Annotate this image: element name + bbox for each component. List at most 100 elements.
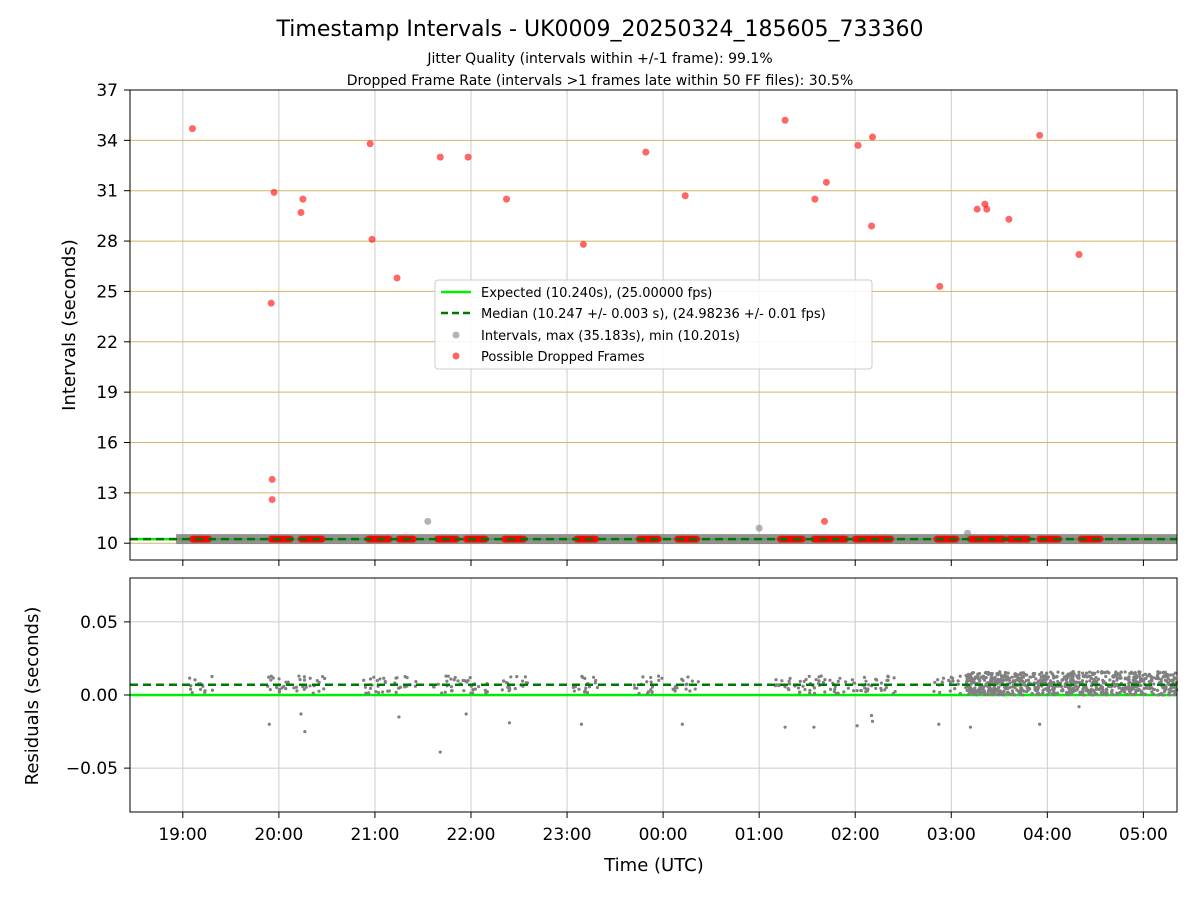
residual-point [368, 677, 373, 681]
residual-point [1047, 681, 1051, 686]
residual-point [585, 691, 590, 695]
residual-point [1081, 671, 1085, 675]
residual-point [852, 681, 856, 685]
residual-point [976, 675, 980, 679]
residual-point [936, 678, 940, 682]
residual-point [1111, 692, 1115, 697]
residual-point [656, 674, 661, 678]
residual-point [507, 689, 511, 693]
residual-point [681, 678, 685, 683]
residual-point [1136, 688, 1140, 692]
residual-point [302, 678, 307, 682]
residual-point [1133, 692, 1137, 696]
dropped-point [854, 141, 862, 149]
residual-point [967, 691, 972, 695]
residual-point [1030, 692, 1034, 696]
residual-point [1138, 680, 1142, 684]
legend-dropped-marker [452, 352, 460, 360]
residual-point [1037, 692, 1042, 697]
interval-point [964, 529, 972, 537]
residual-point [298, 678, 302, 682]
residual-point [1159, 678, 1163, 682]
residual-point [591, 675, 596, 679]
residual-point [893, 689, 897, 694]
residual-point [1013, 686, 1017, 690]
residual-point [997, 679, 1001, 683]
residual-point [874, 677, 878, 681]
bottom-y-axis-label: Residuals (seconds) [22, 607, 43, 786]
residual-point [1150, 690, 1154, 694]
residual-outlier [299, 712, 303, 716]
residual-point [787, 682, 792, 686]
residual-outlier [303, 729, 307, 734]
residual-point [304, 685, 308, 689]
residual-point [500, 688, 504, 692]
residual-point [1065, 675, 1069, 679]
residual-point [1154, 676, 1158, 681]
residual-point [838, 676, 842, 680]
residual-point [1018, 672, 1023, 676]
plot-frame [129, 89, 1178, 561]
residual-point [286, 680, 290, 684]
residual-point [932, 689, 936, 693]
residual-point [513, 687, 517, 691]
dropped-point [811, 195, 819, 203]
residual-point [802, 679, 806, 684]
y-tick-label: 25 [96, 282, 118, 302]
residual-point [879, 681, 884, 685]
residual-point [376, 691, 381, 695]
y-tick-label: 22 [96, 333, 118, 353]
residual-point [828, 678, 832, 682]
residual-point [956, 679, 960, 683]
residual-point [1011, 680, 1015, 684]
residual-point [1071, 670, 1075, 674]
y-tick-label: 19 [96, 383, 118, 403]
residual-point [981, 686, 985, 690]
residual-point [1045, 692, 1049, 697]
residual-point [1171, 673, 1175, 677]
residual-point [269, 678, 273, 682]
x-tick-label: 02:00 [831, 825, 880, 845]
residual-point [1101, 678, 1105, 682]
residual-point [1134, 688, 1138, 692]
residual-point [1119, 676, 1123, 680]
residual-point [295, 689, 299, 693]
residual-point [198, 687, 203, 692]
residual-point [1069, 678, 1073, 682]
residual-point [1041, 691, 1045, 695]
residual-point [445, 679, 449, 683]
residual-point [523, 675, 527, 679]
residual-point [966, 672, 971, 676]
residual-point [1056, 680, 1060, 685]
residual-point [1140, 692, 1144, 696]
residual-point [188, 676, 192, 680]
dropped-cluster-point [385, 535, 393, 543]
residual-point [1149, 674, 1153, 678]
residual-point [1157, 681, 1161, 685]
residual-point [1082, 693, 1086, 697]
residual-point [940, 680, 944, 684]
residual-point [395, 676, 399, 680]
residual-point [583, 676, 587, 680]
residual-point [397, 686, 401, 690]
residual-point [1019, 689, 1024, 693]
residual-point [394, 690, 398, 694]
residual-point [828, 687, 833, 691]
residual-point [956, 682, 960, 686]
residual-point [1119, 670, 1123, 674]
residual-point [1121, 686, 1125, 690]
dropped-point [973, 205, 981, 213]
residual-point [282, 684, 286, 689]
residual-point [593, 681, 597, 685]
residual-point [515, 675, 519, 679]
residual-point [1009, 692, 1013, 696]
residual-point [1025, 673, 1029, 677]
residual-point [817, 679, 821, 683]
residual-point [292, 686, 296, 690]
dropped-point [1075, 251, 1083, 258]
residual-point [1100, 692, 1104, 696]
residual-point [595, 685, 600, 690]
residual-point [832, 689, 836, 694]
residual-point [484, 691, 488, 695]
residual-point [813, 691, 817, 695]
